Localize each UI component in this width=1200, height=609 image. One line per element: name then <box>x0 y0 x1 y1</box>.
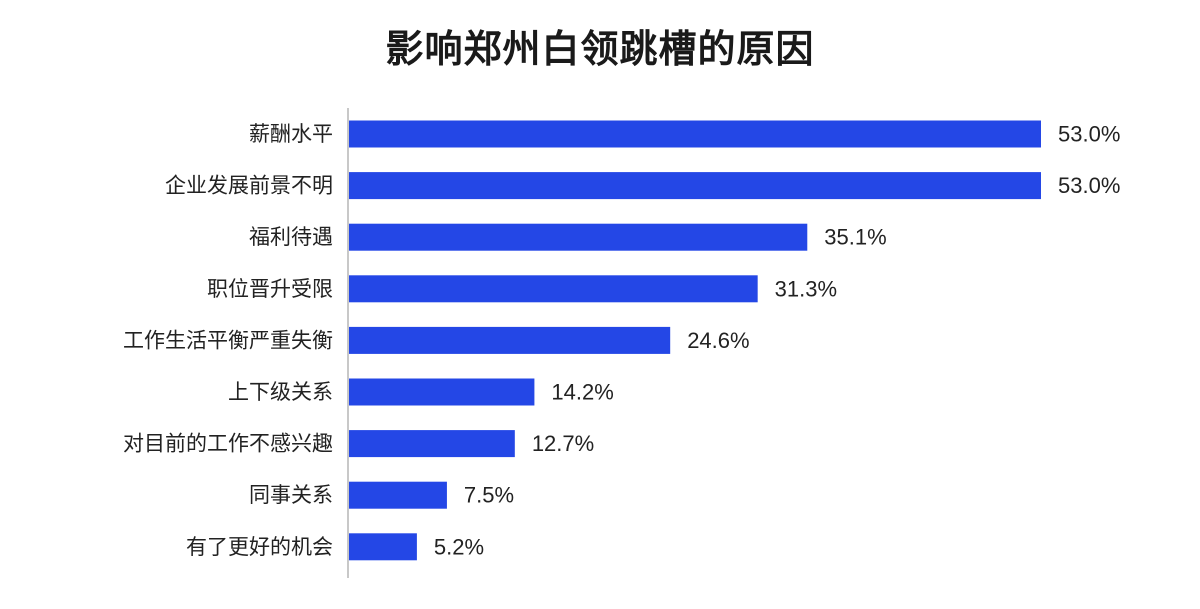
bar <box>349 172 1041 200</box>
category-label: 福利待遇 <box>249 225 333 249</box>
value-label: 24.6% <box>687 328 749 353</box>
bar <box>349 275 758 303</box>
chart-title: 影响郑州白领跳槽的原因 <box>385 27 815 71</box>
category-label: 工作生活平衡严重失衡 <box>123 328 333 352</box>
bar <box>349 223 808 251</box>
value-label: 53.0% <box>1058 173 1120 198</box>
bar <box>349 533 417 561</box>
bars-group: 薪酬水平 53.0% 企业发展前景不明 53.0% 福利待遇 35.1% 职位晋升受限 31.… <box>123 120 1120 561</box>
value-label: 53.0% <box>1058 122 1120 147</box>
value-label: 31.3% <box>775 276 837 301</box>
bar <box>349 120 1041 148</box>
bar <box>349 326 671 354</box>
category-label: 企业发展前景不明 <box>165 174 333 198</box>
bar <box>349 378 535 406</box>
value-label: 7.5% <box>464 483 514 508</box>
bar <box>349 430 515 458</box>
value-label: 14.2% <box>551 380 613 405</box>
bar <box>349 481 447 509</box>
value-label: 35.1% <box>824 225 886 250</box>
category-label: 对目前的工作不感兴趣 <box>123 432 333 456</box>
category-label: 上下级关系 <box>228 380 333 404</box>
category-label: 同事关系 <box>249 483 333 507</box>
category-label: 职位晋升受限 <box>207 277 333 301</box>
category-label: 薪酬水平 <box>249 122 333 146</box>
category-label: 有了更好的机会 <box>186 535 333 559</box>
value-label: 5.2% <box>434 534 484 559</box>
value-label: 12.7% <box>532 431 594 456</box>
